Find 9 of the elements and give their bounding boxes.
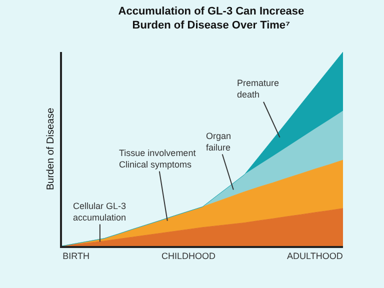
chart-title: Accumulation of GL-3 Can Increase Burden of Disease Over Time⁷ — [118, 5, 304, 32]
annotation: Organ failure — [206, 131, 232, 153]
x-tick-label: CHILDHOOD — [161, 250, 216, 261]
annotation: Premature death — [237, 78, 280, 100]
y-axis-title: Burden of Disease — [46, 107, 56, 190]
x-tick-label: ADULTHOOD — [286, 250, 344, 261]
x-tick-label: BIRTH — [62, 250, 90, 261]
annotation: Cellular GL-3 accumulation — [73, 201, 126, 223]
annotation: Tissue involvement Clinical symptoms — [119, 148, 196, 170]
